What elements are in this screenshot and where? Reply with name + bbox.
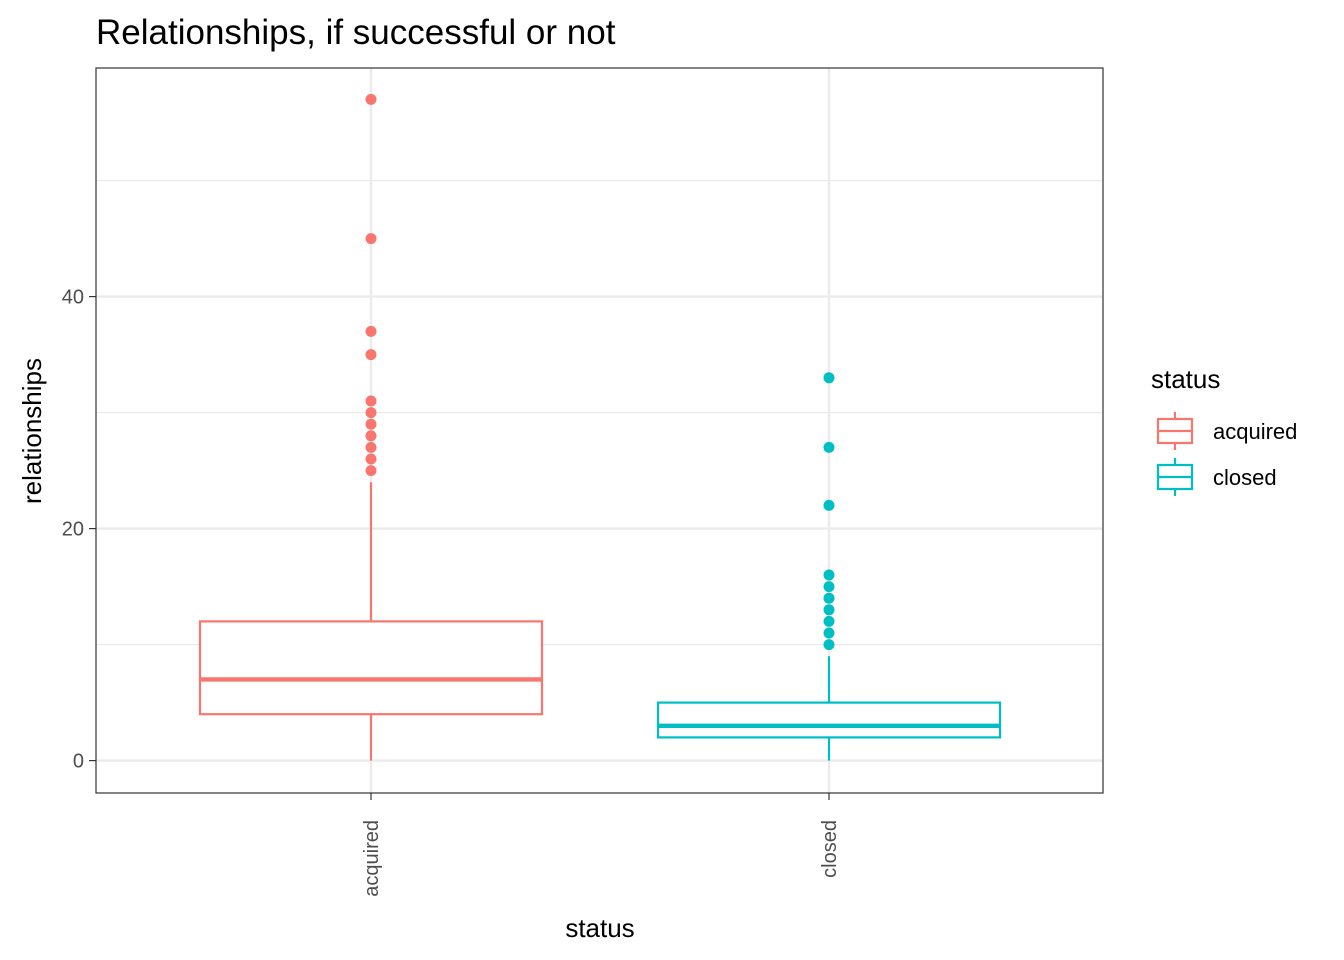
box-acquired <box>198 93 544 761</box>
outlier-point <box>823 499 835 511</box>
outlier-point <box>365 93 377 105</box>
y-tick-label: 20 <box>62 519 84 541</box>
legend-label: closed <box>1213 465 1277 490</box>
outlier-point <box>365 325 377 337</box>
outlier-point <box>823 569 835 581</box>
outlier-point <box>365 465 377 477</box>
outlier-point <box>365 233 377 245</box>
outlier-point <box>823 441 835 453</box>
legend-label: acquired <box>1213 419 1297 444</box>
x-tick-label: closed <box>819 820 841 878</box>
outlier-point <box>823 615 835 627</box>
legend-item-closed: closed <box>1156 458 1277 496</box>
outlier-point <box>823 372 835 384</box>
x-tick-label: acquired <box>361 820 383 897</box>
box-closed <box>656 372 1002 761</box>
y-axis-title: relationships <box>17 358 47 504</box>
legend-title: status <box>1151 364 1220 394</box>
y-tick-label: 40 <box>62 287 84 309</box>
outlier-point <box>823 604 835 616</box>
outlier-point <box>365 441 377 453</box>
outlier-point <box>365 430 377 442</box>
legend-item-acquired: acquired <box>1156 412 1297 450</box>
outlier-point <box>823 592 835 604</box>
plot-data <box>198 93 1002 761</box>
outlier-point <box>365 349 377 361</box>
outlier-point <box>823 627 835 639</box>
outlier-point <box>365 407 377 419</box>
box-iqr <box>656 701 1002 739</box>
outlier-point <box>365 453 377 465</box>
legend: status acquired closed <box>1151 364 1297 496</box>
axes: 0 20 40 acquired closed <box>62 287 841 897</box>
box-iqr <box>198 620 544 716</box>
x-axis-title: status <box>565 913 634 943</box>
chart-title: Relationships, if successful or not <box>96 13 616 52</box>
outlier-point <box>365 395 377 407</box>
outlier-point <box>823 639 835 651</box>
grid <box>96 68 1103 793</box>
outlier-point <box>823 581 835 593</box>
panel-border <box>95 67 1104 794</box>
outlier-point <box>365 418 377 430</box>
y-tick-label: 0 <box>73 751 84 773</box>
